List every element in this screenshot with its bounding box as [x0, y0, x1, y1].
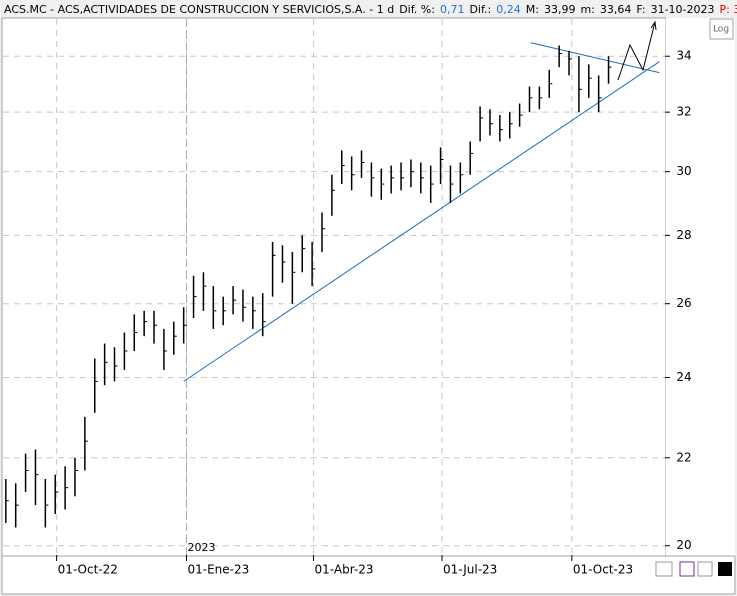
y-axis-area — [666, 18, 735, 556]
y-tick-label: 32 — [676, 105, 691, 119]
header-item: Dif. %: — [399, 3, 435, 16]
pin-button[interactable] — [697, 561, 713, 577]
log-button-label[interactable]: Log — [713, 25, 729, 35]
plot-area — [1, 17, 667, 557]
header-item: F: — [636, 3, 645, 16]
x-tick-label: 01-Oct-23 — [573, 563, 633, 577]
log-button[interactable] — [709, 18, 734, 40]
x-tick-label: 01-Abr-23 — [315, 563, 374, 577]
header: ACS.MC - ACS,ACTIVIDADES DE CONSTRUCCION… — [4, 3, 737, 16]
color-button[interactable] — [718, 562, 732, 576]
x-tick-label: 01-Jul-23 — [443, 563, 497, 577]
header-item: 33,64 — [600, 3, 632, 16]
header-item: Dif.: — [469, 3, 491, 16]
x-tick-label: 01-Oct-22 — [58, 563, 118, 577]
zoom-button[interactable] — [655, 561, 673, 577]
header-item: 0,24 — [496, 3, 521, 16]
header-item: m: — [580, 3, 594, 16]
header-item: 33,99 — [544, 3, 576, 16]
y-tick-label: 20 — [676, 538, 691, 552]
header-item: M: — [526, 3, 539, 16]
y-tick-label: 28 — [676, 228, 691, 242]
y-tick-label: 34 — [676, 49, 691, 63]
forecast-arrow — [617, 21, 656, 81]
x-tick-label: 01-Ene-23 — [187, 563, 249, 577]
save-button[interactable] — [679, 561, 695, 577]
y-tick-label: 22 — [676, 450, 691, 464]
y-tick-label: 30 — [676, 164, 691, 178]
trendline — [530, 42, 660, 74]
header-item: ACS.MC - ACS,ACTIVIDADES DE CONSTRUCCION… — [4, 3, 394, 16]
arrow-head — [650, 20, 657, 31]
year-label: 2023 — [187, 541, 215, 554]
header-item: 31-10-2023 — [651, 3, 715, 16]
header-item: P: 33,1 — [720, 3, 737, 16]
toolbar — [655, 561, 732, 577]
header-item: 0,71 — [440, 3, 465, 16]
y-tick-label: 26 — [676, 296, 691, 310]
x-axis-area — [1, 555, 736, 595]
y-tick-label: 24 — [676, 370, 691, 384]
